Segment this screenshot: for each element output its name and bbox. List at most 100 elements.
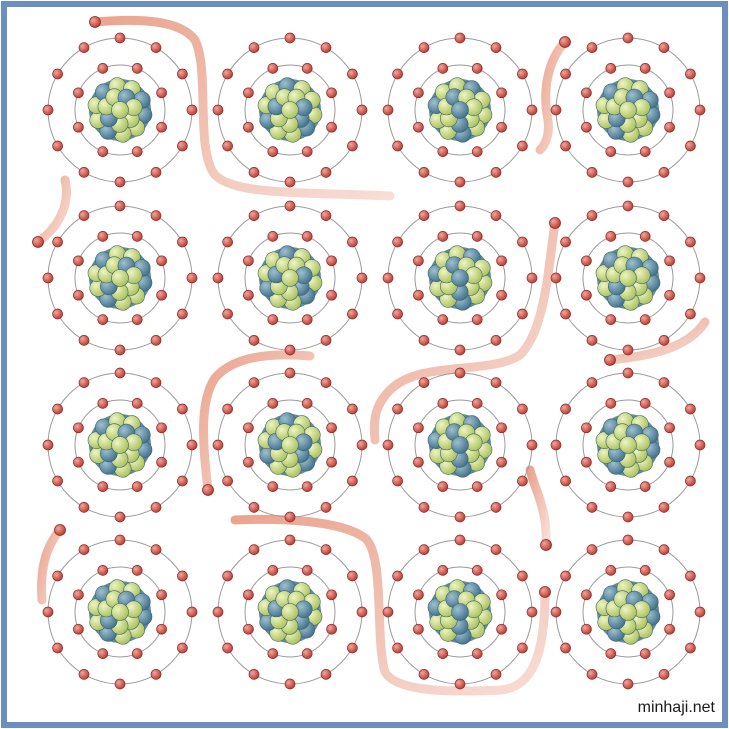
atom xyxy=(212,367,368,523)
outer-electron xyxy=(150,502,162,513)
nucleus xyxy=(595,245,661,311)
outer-electron xyxy=(418,377,430,388)
outer-electron xyxy=(517,475,528,487)
inner-electron xyxy=(581,623,592,635)
outer-electron xyxy=(658,544,670,555)
outer-electron xyxy=(114,367,126,379)
outer-electron xyxy=(42,606,54,618)
inner-electron xyxy=(156,255,167,267)
outer-electron xyxy=(560,570,571,582)
inner-electron xyxy=(664,121,675,133)
inner-electron xyxy=(605,231,617,242)
outer-electron xyxy=(222,140,233,152)
outer-electron xyxy=(177,642,188,654)
outer-electron xyxy=(560,642,571,654)
inner-electron xyxy=(437,565,449,576)
inner-electron xyxy=(73,255,84,267)
inner-electron xyxy=(581,87,592,99)
inner-electron xyxy=(605,565,617,576)
outer-electron xyxy=(42,272,54,284)
inner-electron xyxy=(664,422,675,434)
outer-electron xyxy=(454,678,466,690)
inner-electron xyxy=(156,289,167,301)
outer-electron xyxy=(685,403,696,415)
outer-electron xyxy=(52,308,63,320)
inner-electron xyxy=(605,63,617,74)
outer-electron xyxy=(454,367,466,379)
outer-electron xyxy=(586,377,598,388)
inner-orbit xyxy=(582,399,674,491)
atom xyxy=(550,32,706,188)
outer-electron xyxy=(454,200,466,212)
outer-electron xyxy=(454,344,466,356)
inner-electron xyxy=(131,481,143,492)
outer-electron xyxy=(685,642,696,654)
outer-electron xyxy=(622,511,634,523)
outer-electron xyxy=(622,344,634,356)
atom xyxy=(42,534,198,690)
inner-orbit xyxy=(74,64,166,156)
outer-electron xyxy=(150,669,162,680)
free-electron-trail xyxy=(230,514,550,696)
inner-electron xyxy=(301,648,313,659)
inner-electron xyxy=(581,255,592,267)
atom xyxy=(550,367,706,523)
inner-electron xyxy=(496,87,507,99)
inner-electron xyxy=(471,63,483,74)
outer-electron xyxy=(685,570,696,582)
outer-electron xyxy=(454,176,466,188)
outer-electron xyxy=(78,377,90,388)
outer-electron xyxy=(418,544,430,555)
outer-electron xyxy=(560,308,571,320)
inner-orbit xyxy=(74,399,166,491)
inner-electron xyxy=(639,63,651,74)
inner-electron xyxy=(301,231,313,242)
nucleus xyxy=(595,412,661,478)
outer-electron xyxy=(78,42,90,53)
inner-orbit xyxy=(414,566,506,658)
outer-electron xyxy=(186,104,198,116)
outer-electron xyxy=(150,544,162,555)
inner-electron xyxy=(581,289,592,301)
outer-electron xyxy=(490,42,502,53)
inner-electron xyxy=(301,63,313,74)
inner-electron xyxy=(131,565,143,576)
outer-electron xyxy=(284,344,296,356)
outer-electron xyxy=(356,272,368,284)
outer-electron xyxy=(248,669,260,680)
outer-electron xyxy=(114,511,126,523)
inner-orbit xyxy=(244,566,336,658)
inner-electron xyxy=(243,456,254,468)
inner-electron xyxy=(73,422,84,434)
outer-electron xyxy=(517,140,528,152)
outer-electron xyxy=(150,210,162,221)
inner-electron xyxy=(326,255,337,267)
outer-electron xyxy=(114,344,126,356)
outer-electron xyxy=(78,210,90,221)
free-electron-trail xyxy=(535,37,570,155)
inner-electron xyxy=(639,648,651,659)
outer-electron xyxy=(490,544,502,555)
atom-lattice xyxy=(42,32,706,690)
inner-electron xyxy=(97,231,109,242)
nucleus xyxy=(257,245,323,311)
atom xyxy=(212,534,368,690)
atom xyxy=(42,200,198,356)
outer-electron xyxy=(320,167,332,178)
inner-electron xyxy=(326,121,337,133)
free-electron xyxy=(540,539,552,551)
free-electron-trail xyxy=(90,15,395,201)
outer-electron xyxy=(347,140,358,152)
outer-electron xyxy=(550,439,562,451)
inner-orbit xyxy=(414,399,506,491)
outer-electron xyxy=(392,140,403,152)
inner-electron xyxy=(243,422,254,434)
inner-electron xyxy=(131,314,143,325)
free-electron xyxy=(54,524,66,536)
outer-electron xyxy=(454,534,466,546)
inner-electron xyxy=(413,87,424,99)
outer-electron xyxy=(586,42,598,53)
outer-electron xyxy=(248,210,260,221)
nucleus xyxy=(427,77,493,143)
inner-electron xyxy=(267,231,279,242)
